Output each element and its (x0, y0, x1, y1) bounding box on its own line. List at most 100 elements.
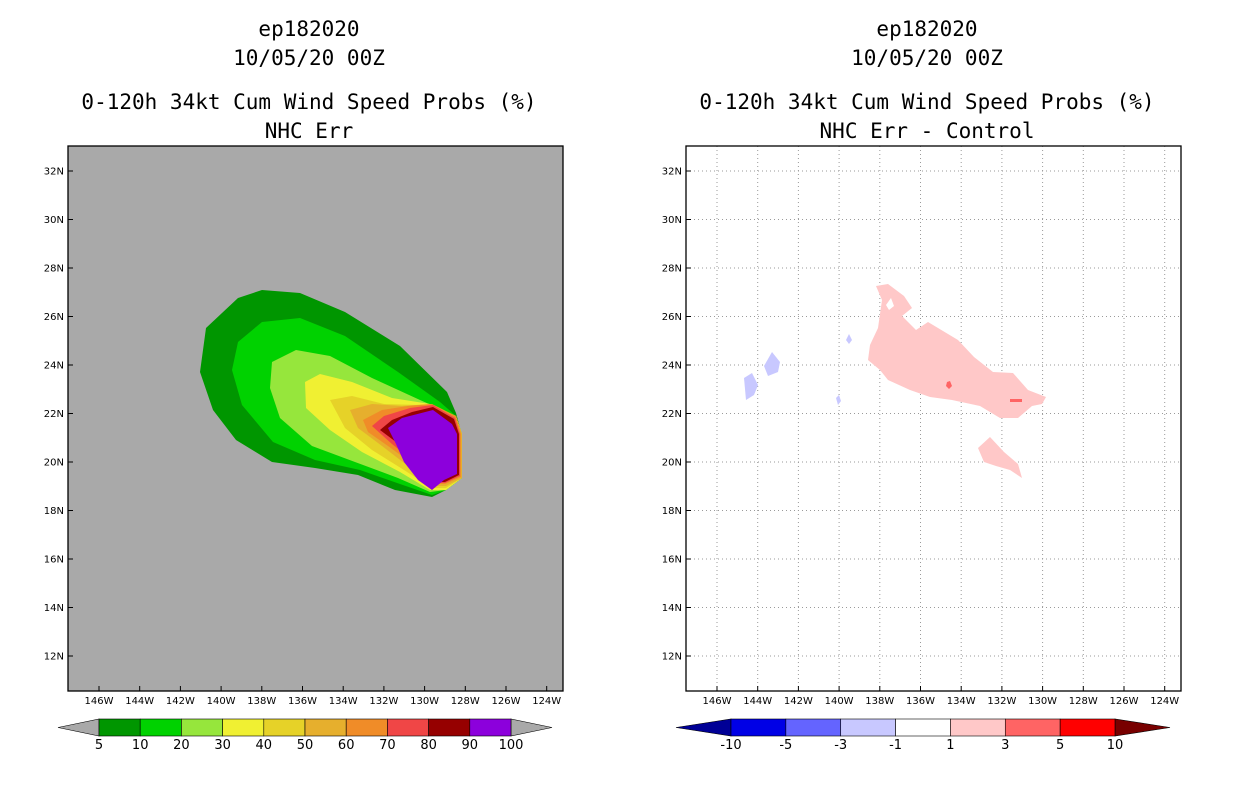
colorbar-label: 90 (462, 738, 479, 753)
left-colorbar: 5 10 20 30 40 50 60 70 80 90 100 (57, 718, 553, 753)
lon-label: 132W (987, 696, 1016, 707)
colorbar-swatch (785, 718, 842, 737)
product-title: 0-120h 34kt Cum Wind Speed Probs (%) (699, 90, 1155, 114)
lat-label: 14N (44, 603, 64, 614)
colorbar-swatch (469, 718, 512, 737)
lon-label: 138W (247, 696, 276, 707)
colorbar-label: -1 (889, 738, 902, 753)
lon-label: 132W (369, 696, 398, 707)
colorbar-swatch (840, 718, 896, 737)
colorbar-low-arrow (675, 718, 732, 737)
map-border (685, 145, 1182, 692)
right-map-svg: 32N 30N 28N 26N 24N 22N 20N 18N 16N 14N 12N 146W 144… (662, 145, 1182, 753)
colorbar-swatch (1004, 718, 1061, 737)
colorbar-swatch (730, 718, 787, 737)
colorbar-label: -10 (720, 738, 741, 753)
colorbar-low-arrow (57, 718, 100, 737)
product-subtitle: NHC Err - Control (819, 119, 1035, 143)
diff-spot-red-1 (946, 381, 952, 389)
diff-spot-red-2 (1010, 399, 1022, 402)
colorbar-label: 5 (1056, 738, 1064, 753)
colorbar-label: 10 (1107, 738, 1124, 753)
lat-label: 30N (44, 215, 64, 226)
lat-label: 16N (44, 555, 64, 566)
lon-label: 146W (703, 696, 732, 707)
lat-label: 18N (44, 506, 64, 517)
lon-label: 126W (1110, 696, 1139, 707)
lon-label: 134W (329, 696, 358, 707)
colorbar-swatch (304, 718, 347, 737)
gridlines (686, 146, 1181, 691)
colorbar-swatch (139, 718, 182, 737)
lat-label: 12N (662, 652, 682, 663)
colorbar-swatch (98, 718, 141, 737)
colorbar-label: 3 (1001, 738, 1009, 753)
forecast-datetime: 10/05/20 00Z (233, 46, 385, 70)
colorbar-swatch (387, 718, 429, 737)
colorbar-high-arrow (510, 718, 553, 737)
map-frame (686, 146, 1181, 691)
colorbar-swatch (263, 718, 306, 737)
left-panel: ep182020 10/05/20 00Z 0-120h 34kt Cum Wi… (44, 17, 564, 753)
lon-label: 140W (207, 696, 236, 707)
storm-id: ep182020 (876, 17, 978, 41)
lat-label: 28N (44, 264, 64, 275)
colorbar-swatch (1059, 718, 1116, 737)
lat-label: 32N (44, 167, 64, 178)
colorbar-label: 40 (256, 738, 273, 753)
diff-blob-pink-main (868, 284, 1046, 418)
lat-label: 26N (44, 312, 64, 323)
colorbar-label: 10 (132, 738, 149, 753)
lat-label: 22N (44, 409, 64, 420)
lon-label: 124W (1150, 696, 1179, 707)
lon-label: 142W (166, 696, 195, 707)
colorbar-label: 20 (173, 738, 190, 753)
lat-label: 20N (662, 458, 682, 469)
product-title: 0-120h 34kt Cum Wind Speed Probs (%) (81, 90, 537, 114)
lon-label: 144W (125, 696, 154, 707)
diff-blob-blue-4 (836, 395, 841, 405)
lon-label: 130W (410, 696, 439, 707)
colorbar-swatch (222, 718, 265, 737)
right-panel: ep182020 10/05/20 00Z 0-120h 34kt Cum Wi… (618, 0, 1236, 800)
diff-blob-blue-2 (764, 352, 780, 376)
colorbar-label: 80 (420, 738, 437, 753)
left-axes: 32N 30N 28N 26N 24N 22N 20N 18N 16N 14N 12N 146W 144… (44, 167, 562, 708)
colorbar-label: 1 (946, 738, 954, 753)
left-map-svg: 32N 30N 28N 26N 24N 22N 20N 18N 16N 14N 12N 146W 144… (44, 145, 564, 753)
colorbar-label: -5 (779, 738, 792, 753)
lat-label: 22N (662, 409, 682, 420)
colorbar-label: -3 (834, 738, 847, 753)
colorbar-label: 30 (214, 738, 231, 753)
map-border (67, 145, 564, 692)
colorbar-label: 50 (297, 738, 314, 753)
lon-label: 136W (906, 696, 935, 707)
right-axes: 32N 30N 28N 26N 24N 22N 20N 18N 16N 14N 12N 146W 144… (662, 167, 1180, 708)
prob-contour-90 (388, 410, 457, 490)
contour-shading (200, 290, 462, 497)
lat-label: 26N (662, 312, 682, 323)
lat-label: 20N (44, 458, 64, 469)
lat-label: 16N (662, 555, 682, 566)
colorbar-label: 100 (499, 738, 524, 753)
forecast-datetime: 10/05/20 00Z (851, 46, 1003, 70)
lat-label: 14N (662, 603, 682, 614)
lon-label: 136W (288, 696, 317, 707)
colorbar-label: 70 (379, 738, 396, 753)
colorbar-swatch (181, 718, 223, 737)
lat-label: 24N (44, 361, 64, 372)
diff-blob-blue-1 (744, 373, 758, 400)
difference-shading (744, 284, 1046, 478)
lon-label: 134W (947, 696, 976, 707)
lon-label: 140W (825, 696, 854, 707)
right-colorbar: -10 -5 -3 -1 1 3 5 10 (675, 718, 1171, 753)
colorbar-high-arrow (1114, 718, 1171, 737)
lat-label: 12N (44, 652, 64, 663)
lon-label: 146W (85, 696, 114, 707)
lon-label: 144W (743, 696, 772, 707)
colorbar-swatch (345, 718, 388, 737)
storm-id: ep182020 (258, 17, 360, 41)
colorbar-swatch (895, 718, 951, 737)
colorbar-swatch (428, 718, 471, 737)
lat-label: 30N (662, 215, 682, 226)
